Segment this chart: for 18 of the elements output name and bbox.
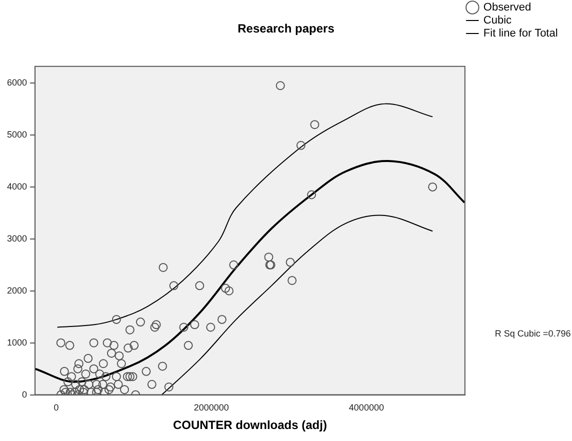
x-tick-label: 0 [54,402,59,413]
chart-title: Research papers [238,22,335,36]
x-axis-title: COUNTER downloads (adj) [172,418,327,432]
legend-label: Fit line for Total [483,28,558,40]
line-series [56,103,434,328]
legend-label: Observed [483,2,532,14]
text: R Sq Cubic =0.796 [494,328,571,338]
y-tick-label: 6000 [6,78,28,88]
y-tick-label: 2000 [6,285,28,296]
y-tick-label: 0 [22,389,28,400]
legend-label: Cubic [483,14,512,27]
line-series [161,214,434,395]
y-tick-label: 1000 [6,337,28,348]
y-tick-label: 3000 [6,233,28,244]
x-tick-label: 2000000 [194,402,229,413]
y-tick-label: 4000 [6,181,28,192]
x-tick-label: 4000000 [348,402,384,413]
y-tick-label: 5000 [6,129,28,140]
